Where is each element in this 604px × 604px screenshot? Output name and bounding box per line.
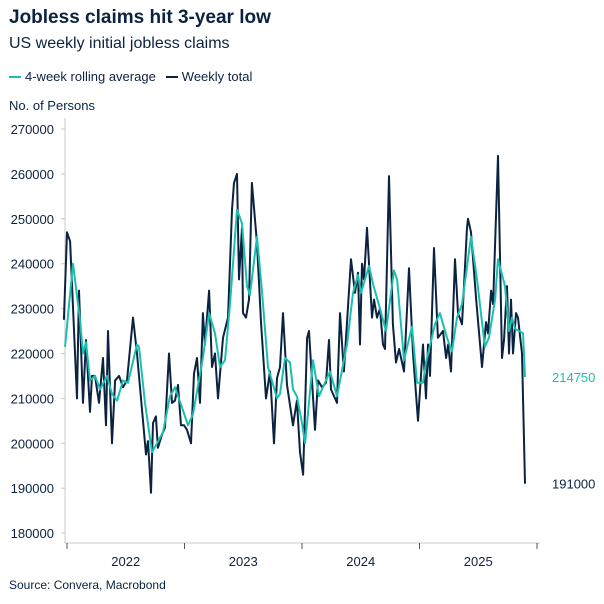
legend-item-weekly: Weekly total [165,69,253,84]
legend-label-rolling: 4-week rolling average [25,69,156,84]
chart-title: Jobless claims hit 3-year low [9,7,271,28]
y-tick-label: 250000 [11,212,54,227]
legend: 4-week rolling average Weekly total [9,69,252,84]
x-tick-label: 2022 [111,554,140,569]
y-tick-label: 210000 [11,391,54,406]
y-tick-label: 190000 [11,481,54,496]
legend-swatch-rolling [9,75,21,78]
y-tick-label: 180000 [11,526,54,541]
x-tick-label: 2025 [464,554,493,569]
y-tick-label: 230000 [11,302,54,317]
source-note: Source: Convera, Macrobond [9,578,166,592]
y-tick-label: 200000 [11,436,54,451]
y-tick-label: 220000 [11,347,54,362]
rolling-average-line [64,208,526,454]
x-tick-label: 2024 [346,554,375,569]
y-tick-label: 240000 [11,257,54,272]
y-tick-label: 270000 [11,122,54,137]
end-label-weekly: 191000 [552,477,595,492]
y-tick-label: 260000 [11,167,54,182]
chart-subtitle: US weekly initial jobless claims [9,35,230,52]
legend-item-rolling: 4-week rolling average [9,69,156,84]
legend-label-weekly: Weekly total [181,69,253,84]
x-tick-label: 2023 [229,554,258,569]
y-axis-label: No. of Persons [9,98,95,113]
legend-swatch-weekly [165,75,178,78]
end-label-rolling: 214750 [552,370,595,385]
